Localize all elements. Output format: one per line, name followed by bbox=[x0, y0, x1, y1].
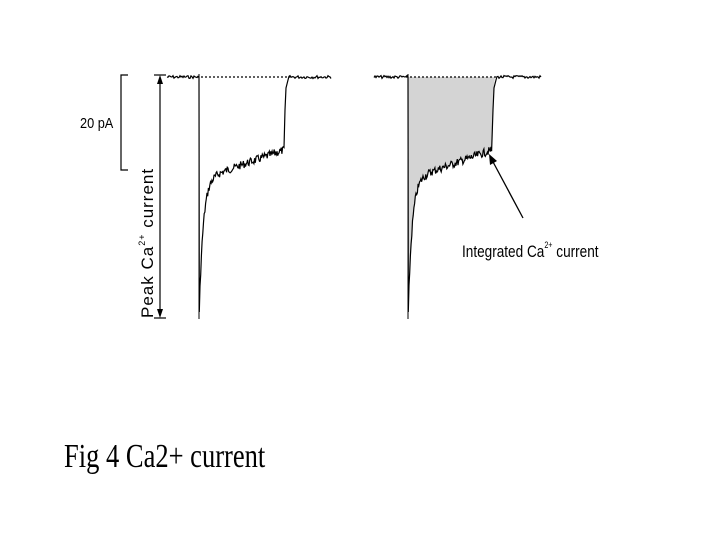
annotation-text: Integrated Ca bbox=[462, 243, 545, 262]
integrated-area bbox=[408, 77, 495, 312]
current-trace bbox=[373, 74, 542, 313]
axis-label: Peak Ca2+ current bbox=[137, 168, 157, 318]
arrow-head bbox=[157, 75, 163, 84]
scale-bar-label: 20 pA bbox=[80, 114, 114, 131]
annotation-text: current bbox=[552, 243, 599, 262]
annotation: Integrated Ca2+ current bbox=[462, 240, 599, 261]
scale-bar bbox=[120, 74, 128, 171]
annotation-arrow bbox=[491, 159, 524, 219]
current-trace bbox=[166, 74, 332, 313]
arrow-head bbox=[157, 309, 163, 318]
annotation-superscript: 2+ bbox=[544, 240, 552, 250]
label-text: Peak Ca bbox=[138, 246, 157, 318]
label-superscript: 2+ bbox=[137, 234, 147, 246]
arrow-head bbox=[489, 154, 497, 165]
label-text: current bbox=[138, 168, 157, 234]
caption: Fig 4 Ca2+ current bbox=[64, 437, 266, 475]
